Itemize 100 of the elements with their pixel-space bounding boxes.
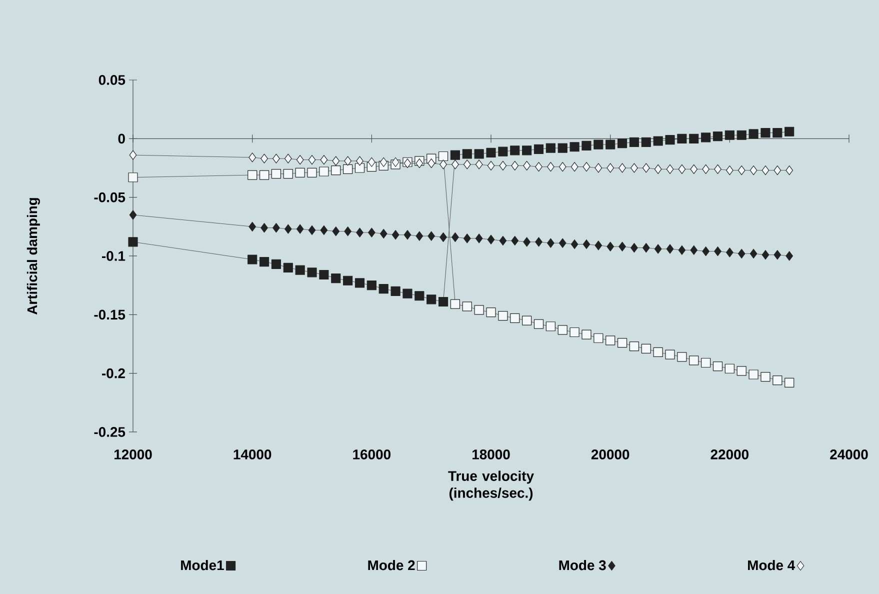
point	[594, 163, 602, 173]
point	[642, 163, 650, 173]
point	[654, 164, 662, 174]
point	[308, 225, 316, 235]
point	[499, 236, 507, 246]
point	[558, 325, 568, 335]
point	[331, 273, 341, 284]
point	[570, 239, 578, 250]
point	[784, 126, 794, 136]
point	[641, 344, 651, 354]
legend-label: Mode 3	[559, 560, 606, 570]
point	[404, 230, 412, 240]
point	[428, 158, 436, 168]
x-tick-label: 20000	[591, 449, 630, 460]
x-tick-label: 24000	[830, 449, 868, 460]
y-tick-label: -0.05	[94, 192, 126, 202]
point	[487, 160, 495, 170]
point	[272, 223, 280, 233]
point	[762, 250, 770, 260]
point	[499, 160, 507, 170]
point	[498, 311, 508, 321]
point	[487, 234, 495, 244]
point	[426, 294, 436, 304]
x-tick-label: 12000	[114, 449, 152, 460]
point	[332, 156, 340, 166]
point	[474, 305, 484, 315]
point	[248, 222, 256, 232]
point	[702, 246, 710, 256]
point	[308, 154, 316, 165]
point	[248, 170, 258, 180]
point	[665, 350, 675, 360]
y-tick-label: 0	[118, 134, 125, 144]
point	[344, 156, 352, 166]
point	[617, 138, 628, 148]
point	[475, 160, 483, 170]
point	[582, 330, 592, 340]
point	[486, 148, 496, 158]
point	[380, 157, 388, 167]
point	[546, 143, 556, 153]
point	[368, 157, 376, 167]
point	[522, 316, 532, 326]
point	[284, 224, 292, 234]
point	[666, 164, 674, 174]
point	[260, 154, 268, 164]
point	[714, 246, 722, 256]
legend-label: Mode 4	[748, 560, 796, 570]
point	[772, 376, 782, 386]
point	[283, 262, 293, 273]
point	[570, 142, 580, 152]
point	[558, 143, 568, 153]
point	[414, 291, 424, 301]
point	[546, 322, 556, 332]
point	[354, 163, 365, 173]
point	[582, 162, 590, 172]
point	[784, 378, 794, 388]
point	[736, 130, 746, 140]
point	[356, 156, 364, 166]
point	[665, 135, 675, 145]
point	[714, 164, 722, 174]
point	[511, 236, 519, 246]
point	[570, 162, 578, 172]
point	[463, 160, 471, 170]
point	[618, 163, 626, 173]
point	[380, 228, 388, 238]
point	[630, 242, 638, 253]
point	[750, 166, 758, 176]
y-tick-label: -0.2	[102, 368, 125, 378]
point	[689, 356, 699, 366]
point	[606, 336, 616, 346]
point	[259, 170, 270, 180]
point	[594, 140, 604, 150]
point	[452, 232, 459, 242]
point	[786, 251, 794, 261]
point	[760, 128, 770, 138]
point	[558, 162, 566, 172]
point	[332, 226, 340, 236]
point	[760, 372, 770, 382]
point	[738, 166, 746, 176]
point	[594, 240, 602, 250]
point	[570, 327, 580, 338]
point	[702, 164, 710, 174]
point	[331, 166, 341, 176]
point	[678, 164, 686, 174]
point	[440, 232, 447, 242]
point	[594, 333, 604, 343]
point	[712, 132, 723, 142]
point	[283, 169, 293, 179]
point	[129, 210, 137, 220]
point	[307, 268, 317, 278]
y-tick-label: 0.05	[98, 75, 126, 85]
point	[772, 128, 782, 138]
point	[475, 234, 483, 244]
point	[392, 230, 400, 240]
point	[416, 158, 424, 168]
point	[259, 257, 270, 267]
point	[689, 134, 699, 144]
y-tick-label: -0.15	[94, 310, 126, 320]
point	[690, 164, 698, 174]
point	[271, 169, 282, 179]
point	[498, 146, 508, 156]
